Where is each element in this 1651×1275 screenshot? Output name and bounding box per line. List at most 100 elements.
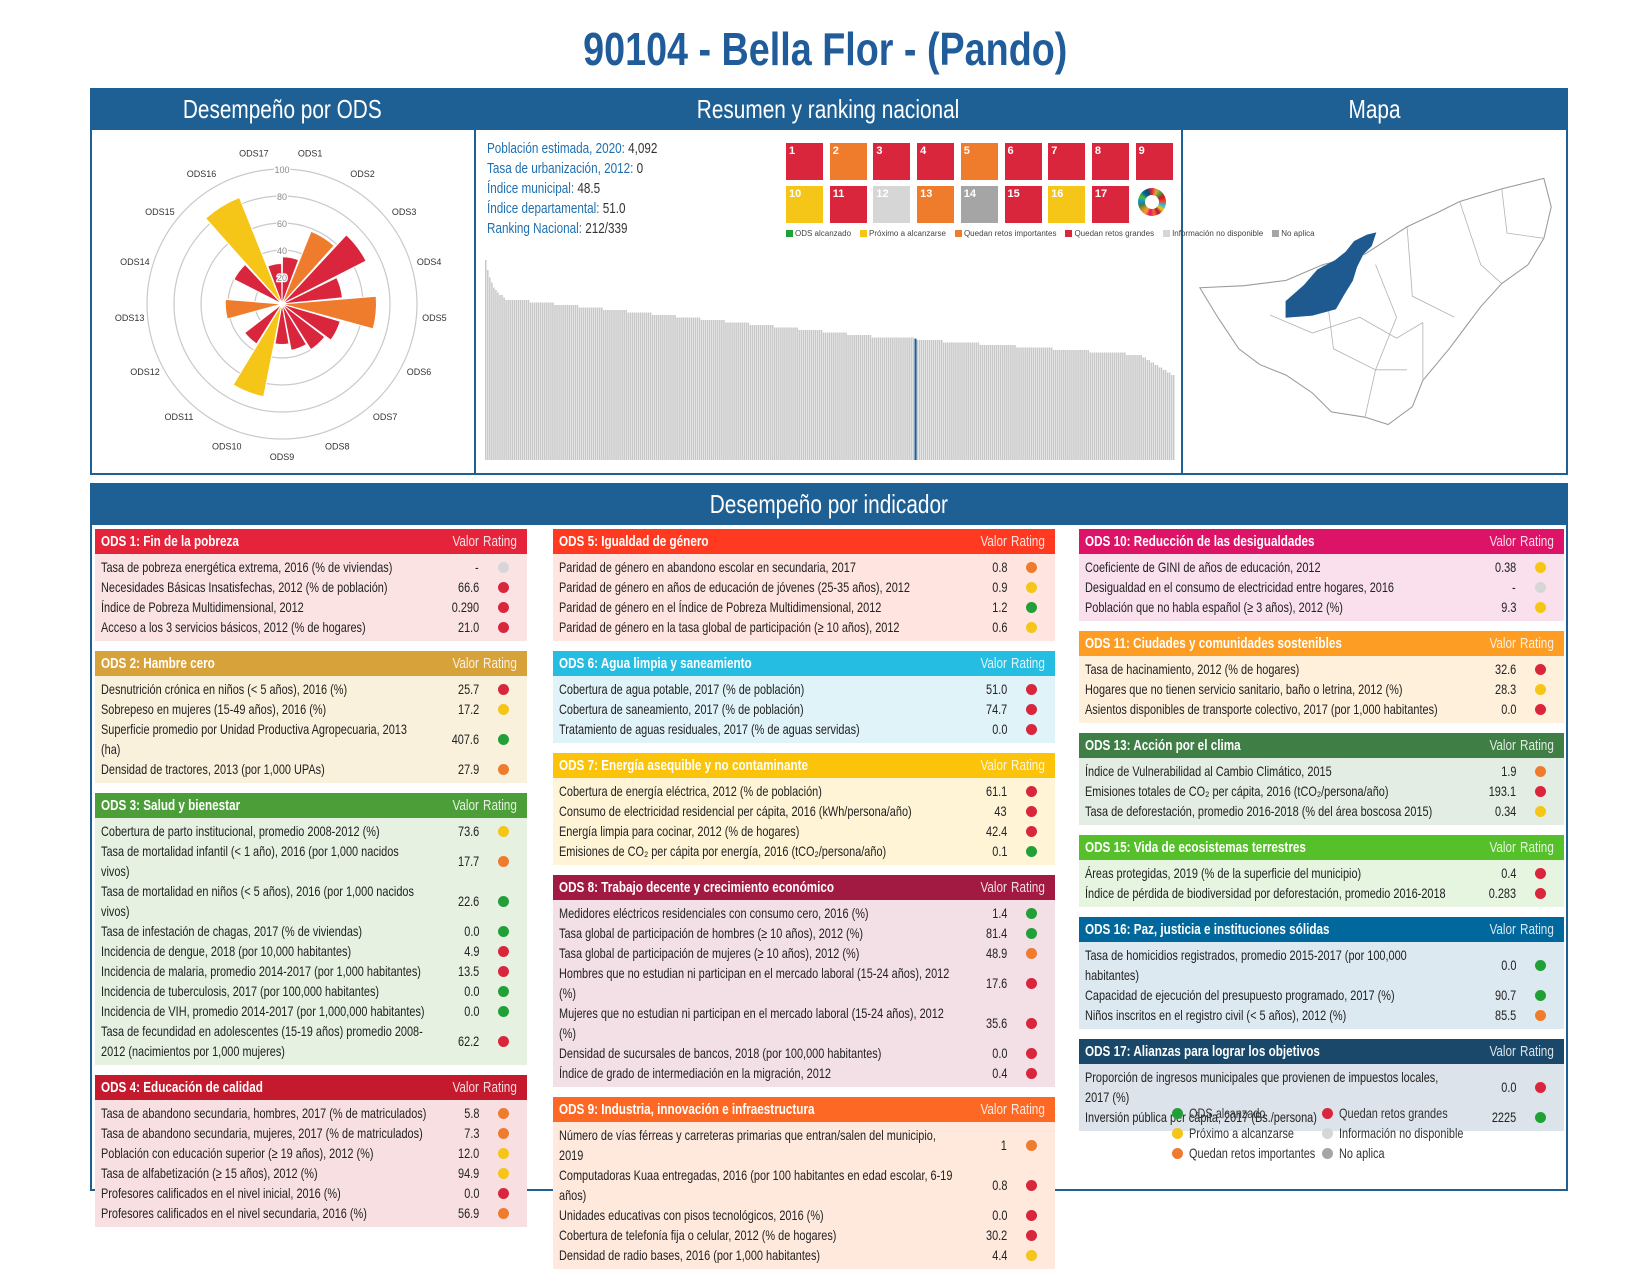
- bar: [499, 295, 501, 460]
- bar: [1085, 350, 1087, 460]
- indicator-value-cell: 30.2: [955, 1227, 1007, 1243]
- bar: [835, 332, 837, 460]
- indicator-value: 30.2: [985, 1227, 1007, 1243]
- indicator-value-cell: 90.7: [1464, 987, 1516, 1003]
- bar: [820, 330, 823, 460]
- bar: [979, 345, 982, 460]
- indicator-value: 85.5: [1494, 1007, 1516, 1023]
- section-header: ODS 2: Hambre cero Valor Rating: [95, 651, 527, 676]
- bar: [653, 315, 656, 460]
- bar: [541, 302, 544, 460]
- category-label: ODS13: [115, 313, 145, 323]
- section-title: ODS 2: Hambre cero: [101, 655, 215, 672]
- indicator-value: 1.2: [991, 599, 1007, 615]
- sdg-icon: 14: [960, 186, 998, 223]
- indicator-label: Tasa de fecundidad en adolescentes (15-1…: [101, 1023, 423, 1059]
- indicator-value: 0.4: [991, 1065, 1007, 1081]
- bar: [804, 330, 807, 460]
- bar: [769, 325, 772, 460]
- rating-header: Rating: [483, 1079, 518, 1096]
- bar: [922, 340, 925, 460]
- bar: [1160, 367, 1163, 460]
- sdg-icon: 1: [786, 143, 823, 180]
- bar: [757, 325, 760, 460]
- rating-header-cell: Rating: [479, 533, 527, 550]
- bar: [906, 337, 908, 460]
- indicator-row: Profesores calificados en el nivel inici…: [95, 1183, 527, 1203]
- indicator-label-cell: Población con educación superior (≥ 19 a…: [95, 1143, 427, 1163]
- bar: [1126, 355, 1128, 460]
- rating-cell: [1007, 825, 1055, 837]
- indicator-label: Cobertura de telefonía fija o celular, 2…: [559, 1227, 837, 1243]
- rating-cell: [1516, 887, 1564, 899]
- indicator-row: Índice de Vulnerabilidad al Cambio Climá…: [1079, 761, 1564, 781]
- bar: [802, 330, 805, 460]
- bar: [552, 302, 554, 460]
- bar: [1077, 350, 1079, 460]
- section-header: ODS 7: Energía asequible y no contaminan…: [553, 753, 1055, 778]
- summary-line: Población estimada, 2020: 4,092: [487, 139, 706, 159]
- indicator-label: Consumo de electricidad residencial per …: [559, 803, 912, 819]
- indicator-value: 51.0: [985, 681, 1007, 697]
- indicator-label-cell: Paridad de género en abandono escolar en…: [553, 557, 955, 577]
- bar: [1044, 347, 1047, 460]
- bar: [837, 332, 839, 460]
- indicator-row: Incidencia de VIH, promedio 2014-2017 (p…: [95, 1001, 527, 1021]
- rating-dot: [1025, 621, 1037, 633]
- indicator-section: ODS 17: Alianzas para lograr los objetiv…: [1079, 1039, 1564, 1131]
- section-title: ODS 11: Ciudades y comunidades sostenibl…: [1085, 635, 1342, 652]
- indicator-label-cell: Emisiones totales de CO₂ per cápita, 201…: [1079, 781, 1464, 801]
- bar: [627, 312, 630, 460]
- indicator-value-cell: 7.3: [427, 1125, 479, 1141]
- indicator-row: Incidencia de tuberculosis, 2017 (por 10…: [95, 981, 527, 1001]
- bar: [814, 330, 817, 460]
- indicator-value: 0.38: [1494, 559, 1516, 575]
- bar: [1018, 347, 1020, 460]
- bar: [708, 320, 711, 460]
- bar: [808, 330, 811, 460]
- indicator-value-cell: 0.0: [427, 1185, 479, 1201]
- rating-cell: [479, 601, 527, 613]
- section-title: ODS 15: Vida de ecosistemas terrestres: [1085, 839, 1306, 856]
- summary-value: 48.5: [577, 180, 601, 197]
- bar: [678, 317, 680, 460]
- bar: [729, 322, 731, 460]
- bar: [682, 317, 684, 460]
- indicator-value: 56.9: [457, 1205, 479, 1221]
- indicator-label-cell: Necesidades Básicas Insatisfechas, 2012 …: [95, 577, 427, 597]
- indicator-value-cell: 0.8: [955, 559, 1007, 575]
- indicator-value-cell: 9.3: [1464, 599, 1516, 615]
- bar: [668, 315, 670, 460]
- bar: [761, 325, 764, 460]
- indicator-label: Tasa de mortalidad infantil (< 1 año), 2…: [101, 843, 399, 879]
- rating-dot: [497, 581, 509, 593]
- indicator-section: ODS 10: Reducción de las desigualdades Va…: [1079, 529, 1564, 621]
- indicator-section: ODS 9: Industria, innovación e infraestr…: [553, 1097, 1055, 1269]
- section-title: ODS 10: Reducción de las desigualdades: [1085, 533, 1315, 550]
- bar: [843, 332, 845, 460]
- rating-cell: [479, 561, 527, 573]
- rating-cell: [479, 925, 527, 937]
- indicator-label-cell: Incidencia de tuberculosis, 2017 (por 10…: [95, 981, 427, 1001]
- rating-dot: [1534, 805, 1546, 817]
- rating-dot: [497, 1147, 509, 1159]
- rating-cell: [1516, 581, 1564, 593]
- bar: [1166, 372, 1169, 460]
- bar: [601, 307, 603, 460]
- indicator-row: Población con educación superior (≥ 19 a…: [95, 1143, 527, 1163]
- indicator-label: Tasa de pobreza energética extrema, 2016…: [101, 559, 393, 575]
- bar: [495, 290, 497, 460]
- panel-header: Desempeño por ODS: [90, 88, 475, 130]
- indicator-value-cell: 21.0: [427, 619, 479, 635]
- indicator-value-cell: 42.4: [955, 823, 1007, 839]
- rating-dot: [1025, 907, 1037, 919]
- indicator-label-cell: Niños inscritos en el registro civil (< …: [1079, 1005, 1464, 1025]
- rating-dot: [1025, 561, 1037, 573]
- indicator-label: Paridad de género en años de educación d…: [559, 579, 910, 595]
- section-title: ODS 17: Alianzas para lograr los objetiv…: [1085, 1043, 1320, 1060]
- section-body: Tasa de abandono secundaria, hombres, 20…: [95, 1100, 527, 1227]
- value-header: Valor: [1489, 737, 1516, 754]
- bar: [564, 305, 566, 460]
- rating-header-cell: Rating: [1516, 921, 1564, 938]
- rating-dot: [1534, 785, 1546, 797]
